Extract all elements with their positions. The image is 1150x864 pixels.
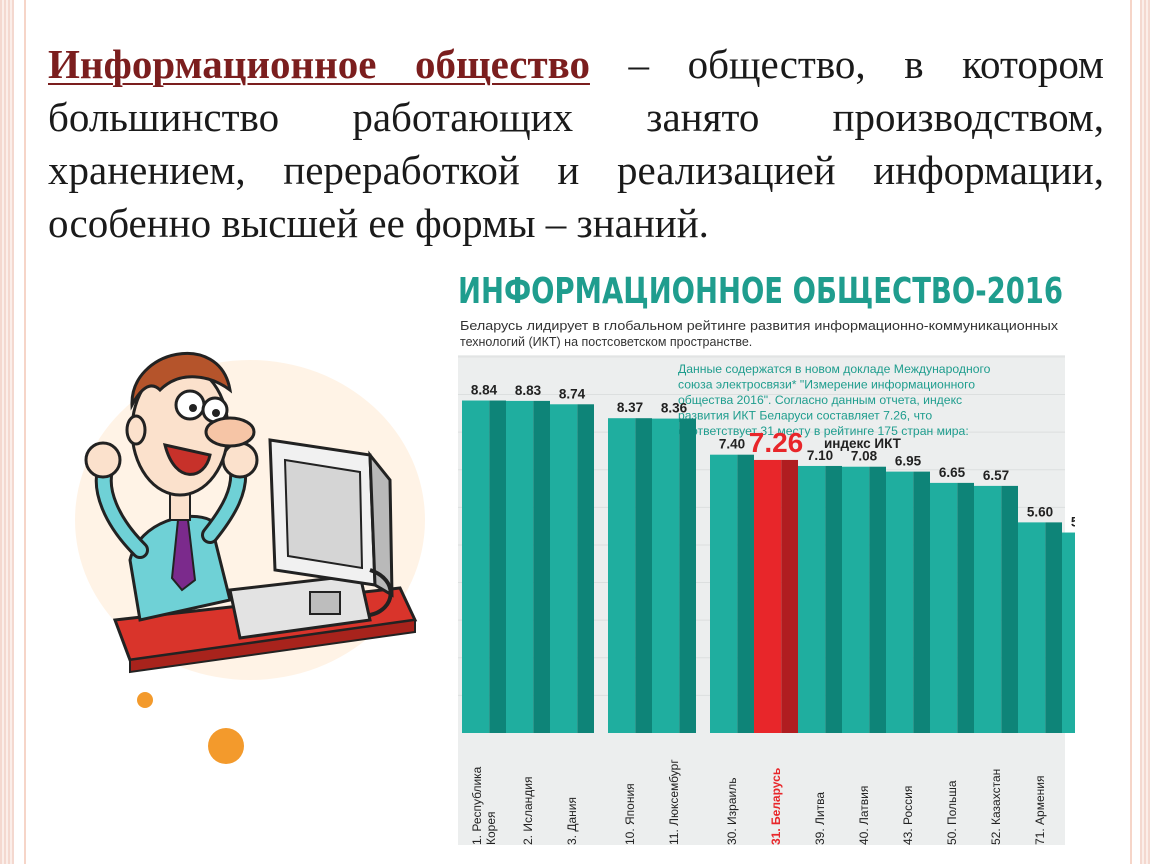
- value-label: 5.60: [1027, 504, 1053, 519]
- bar-face: [550, 404, 578, 733]
- bar: [550, 404, 594, 733]
- chart-subtitle-line-2: технологий (ИКТ) на постсоветском простр…: [460, 335, 752, 349]
- bar-side: [825, 465, 842, 733]
- category-label: 10. Япония: [623, 783, 637, 845]
- highlight-caption: индекс ИКТ: [824, 436, 902, 451]
- bar: [462, 400, 506, 733]
- chart-category-labels: 1. РеспубликаКорея 2. Исландия 3. Дания 10.…: [470, 759, 1047, 845]
- annotation-line: соответствует 31 месту в рейтинге 175 ст…: [678, 424, 969, 438]
- bar-face: [886, 471, 914, 733]
- bar: [608, 418, 652, 733]
- value-label: 8.36: [661, 401, 688, 416]
- decorative-dot-small: [137, 692, 153, 708]
- bar-face: [974, 485, 1002, 733]
- value-label-highlight: 7.26: [749, 427, 804, 458]
- definition-term: Информационное общество: [48, 41, 590, 87]
- bar-face: [710, 454, 738, 733]
- value-label: 5.33: [1071, 515, 1075, 530]
- bar-side: [489, 400, 506, 733]
- bar: [842, 466, 886, 733]
- decorative-line-right: [1130, 0, 1132, 864]
- category-label: 31. Беларусь: [769, 768, 783, 845]
- value-label: 6.57: [983, 468, 1009, 483]
- decorative-dot-large: [208, 728, 244, 764]
- category-label: 52. Казахстан: [989, 769, 1003, 845]
- bar-face: [930, 482, 958, 733]
- bar-face: [798, 465, 826, 733]
- bar-face: [842, 466, 870, 733]
- category-label: 2. Исландия: [521, 777, 535, 845]
- ict-index-chart: ИНФОРМАЦИОННОЕ ОБЩЕСТВО-2016 Беларусь ли…: [458, 271, 1075, 845]
- category-label: 39. Литва: [813, 792, 827, 845]
- bar-side: [1045, 522, 1062, 733]
- bar-face: [652, 418, 680, 733]
- bar-side: [737, 454, 754, 733]
- chart-title: ИНФОРМАЦИОННОЕ ОБЩЕСТВО-2016: [458, 271, 1063, 312]
- category-label: 71. Армения: [1033, 776, 1047, 845]
- bar-side: [913, 471, 930, 733]
- bar-face: [754, 459, 782, 733]
- bar-highlight: [754, 459, 798, 733]
- annotation-line: союза электросвязи* "Измерение информаци…: [678, 378, 975, 392]
- bar-side: [869, 466, 886, 733]
- bar-face: [608, 418, 636, 733]
- category-label: 11. Люксембург: [667, 759, 681, 845]
- chart-annotation: Данные содержатся в новом докладе Междун…: [678, 362, 991, 438]
- value-label: 8.83: [515, 383, 542, 398]
- bar: [798, 465, 842, 733]
- definition-text: – общество, в котором большинство работа…: [48, 41, 1104, 246]
- value-label: 8.84: [471, 383, 498, 398]
- bar: [886, 471, 930, 733]
- chart-value-labels: 8.84 8.83 8.74 8.37 8.36 7.40 7.26 индекс ИКТ7.…: [471, 383, 1075, 530]
- bar-side: [577, 404, 594, 733]
- category-label: 3. Дания: [565, 797, 579, 845]
- decorative-frame-left: [0, 0, 14, 864]
- annotation-line: развития ИКТ Беларуси составляет 7.26, ч…: [678, 409, 932, 423]
- value-label: 8.37: [617, 400, 643, 415]
- bar-face: [1018, 522, 1046, 733]
- value-label: 7.08: [851, 449, 878, 464]
- bar-side: [679, 418, 696, 733]
- decorative-line-left: [24, 0, 26, 864]
- annotation-line: Данные содержатся в новом докладе Междун…: [678, 362, 991, 376]
- bar-face: [462, 400, 490, 733]
- bar-face: [506, 400, 534, 733]
- bar: [652, 418, 696, 733]
- bar: [1018, 522, 1062, 733]
- bar: [710, 454, 754, 733]
- category-label: 43. Россия: [901, 786, 915, 845]
- category-label: 50. Польша: [945, 780, 959, 845]
- man-at-computer-icon: [75, 352, 425, 680]
- chart-bars: [462, 400, 1075, 733]
- bar-side: [781, 459, 798, 733]
- value-label: 6.65: [939, 465, 966, 480]
- bar-side: [1001, 485, 1018, 733]
- bar: [506, 400, 550, 733]
- bar: [974, 485, 1018, 733]
- bar-side: [957, 482, 974, 733]
- bar: [1062, 532, 1075, 733]
- value-label: 6.95: [895, 454, 922, 469]
- bar-side: [533, 400, 550, 733]
- category-label: 30. Израиль: [725, 778, 739, 845]
- value-label: 7.40: [719, 437, 745, 452]
- decorative-frame-right: [1140, 0, 1150, 864]
- definition-paragraph: Информационное общество – общество, в ко…: [48, 38, 1104, 250]
- bar-face: [1062, 532, 1075, 733]
- category-label: 1. РеспубликаКорея: [470, 766, 498, 845]
- bar-side: [635, 418, 652, 733]
- chart-subtitle-line-1: Беларусь лидирует в глобальном рейтинге …: [460, 319, 1059, 333]
- bar: [930, 482, 974, 733]
- annotation-line: общества 2016". Согласно данным отчета, …: [678, 393, 962, 407]
- value-label: 8.74: [559, 386, 586, 401]
- category-label: 40. Латвия: [857, 786, 871, 845]
- value-label: 7.10: [807, 448, 833, 463]
